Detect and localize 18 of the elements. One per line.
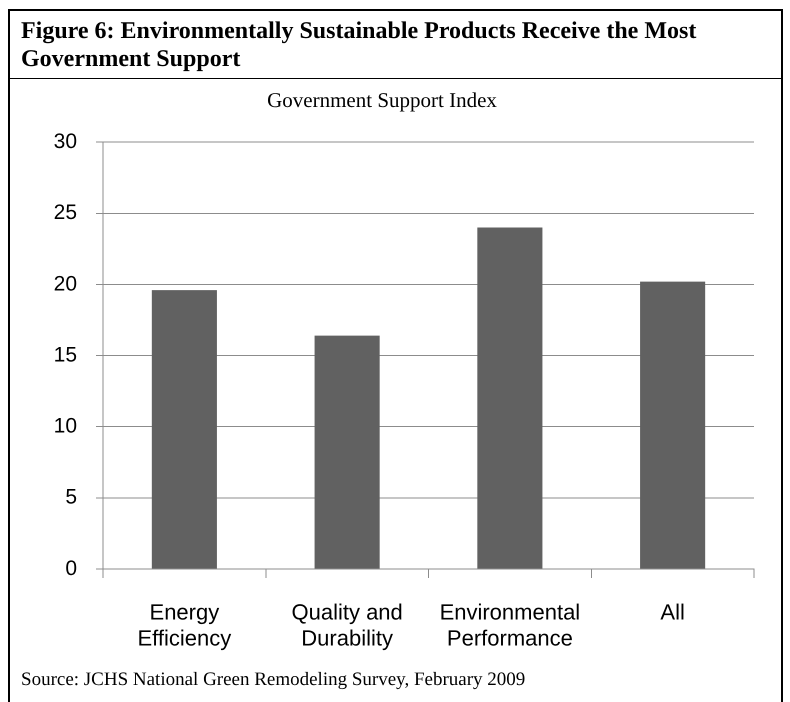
y-tick-label: 15 [54, 343, 77, 366]
y-tick-label: 5 [65, 486, 77, 509]
y-tick-label: 0 [65, 556, 77, 580]
chart-title: Figure 6: Environmentally Sustainable Products Receive the Most Government Support [10, 11, 781, 79]
bar [477, 228, 542, 568]
chart-subtitle: Government Support Index [267, 88, 498, 112]
source-note: Source: JCHS National Green Remodeling Survey, February 2009 [21, 669, 526, 691]
bar [152, 290, 217, 568]
x-tick-label: Energy Efficiency [138, 599, 232, 651]
y-tick-label: 30 [54, 130, 77, 153]
x-tick-label: Environmental Performance [440, 599, 580, 651]
x-tick-label: Quality and Durability [291, 599, 403, 651]
y-tick-label: 25 [54, 201, 77, 224]
bar [640, 282, 706, 568]
y-tick-label: 10 [54, 414, 77, 438]
x-tick-label: All [660, 599, 685, 624]
bar [314, 336, 380, 568]
y-tick-label: 20 [54, 272, 77, 296]
